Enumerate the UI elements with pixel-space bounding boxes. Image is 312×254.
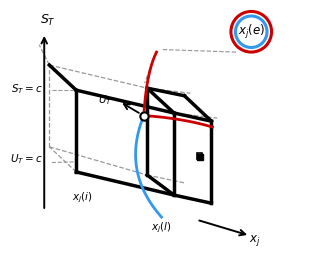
Text: $x_j(i)$: $x_j(i)$ [72, 191, 93, 205]
Text: $S_T = c$: $S_T = c$ [11, 82, 43, 96]
Text: $x_j(l)$: $x_j(l)$ [151, 220, 172, 234]
Text: $S_T$: $S_T$ [40, 13, 56, 28]
Text: $U_T = c$: $U_T = c$ [10, 153, 43, 166]
Text: $x_j$: $x_j$ [249, 232, 261, 248]
Text: $x_j(e)$: $x_j(e)$ [238, 23, 265, 41]
Bar [197, 153, 202, 159]
Text: $U_T$: $U_T$ [99, 93, 113, 107]
